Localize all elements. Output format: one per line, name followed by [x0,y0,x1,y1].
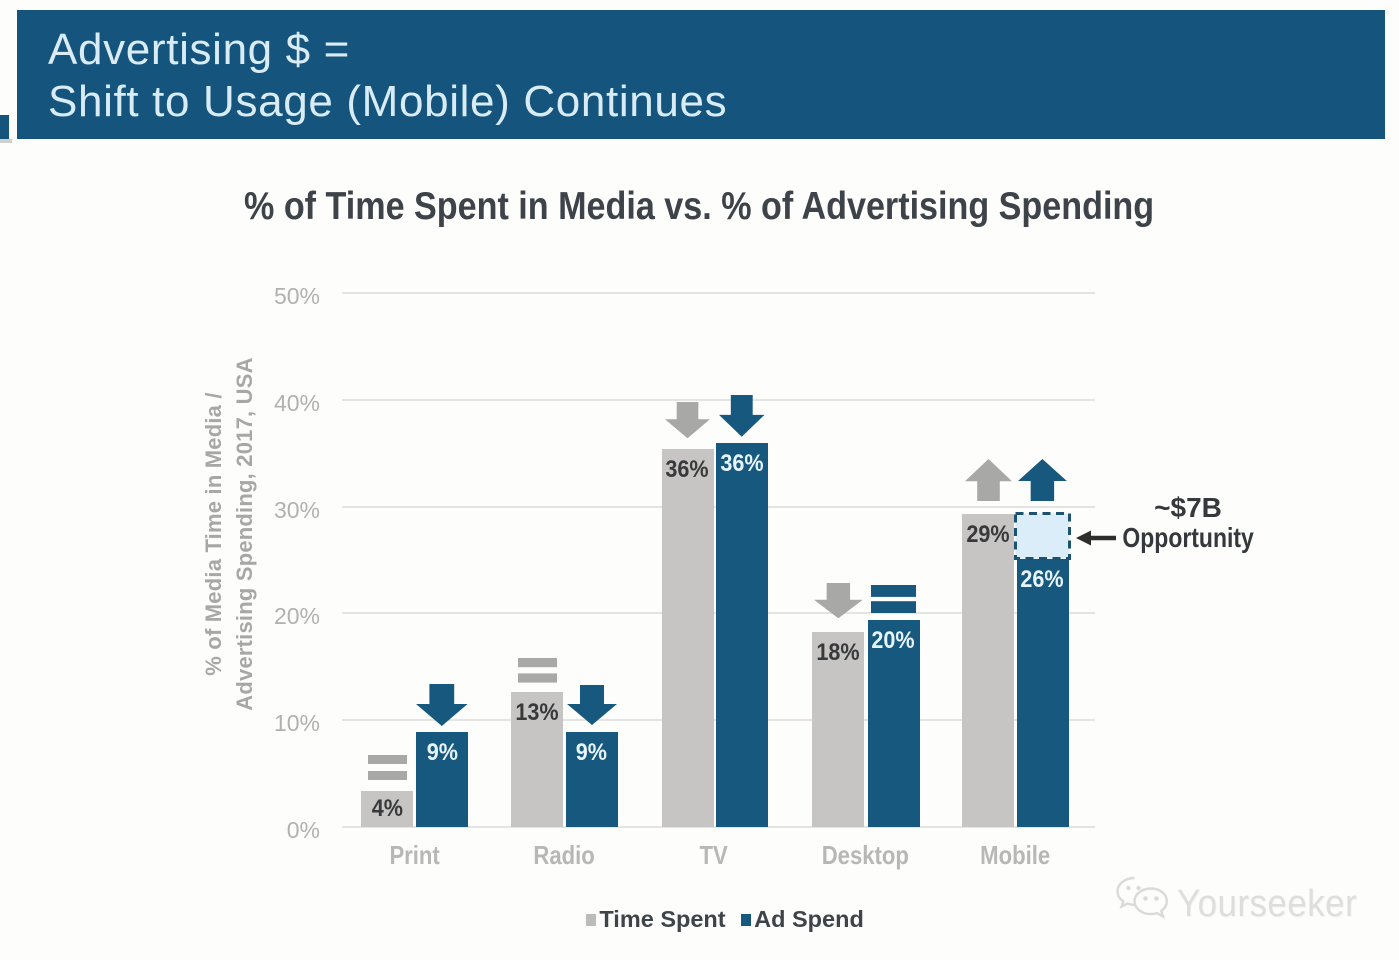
trend-marker-down-time-spent-desktop [813,583,863,619]
gridline-0% [342,826,1095,828]
header-title-line2: Shift to Usage (Mobile) Continues [48,77,728,126]
bar-ad-spend-tv [716,443,768,827]
watermark-text: Yourseeker [1177,882,1397,926]
bar-value-label-time-spent-tv: 36% [665,455,710,483]
category-label-tv: TV [699,839,728,870]
bar-ad-spend-mobile [1016,558,1069,827]
trend-marker-flat-time-spent-print [367,754,407,780]
bar-time-spent-tv [661,448,714,827]
watermark-label: Yourseeker [1177,883,1358,925]
bar-value-label-ad-spend-print: 9% [426,738,458,766]
chart-title: % of Time Spent in Media vs. % of Advert… [0,186,1399,228]
y-tick-label-0%: 0% [286,817,320,843]
bar-value-label-ad-spend-mobile: 26% [1020,565,1065,593]
wechat-icon [1116,876,1169,919]
trend-marker-up-ad-spend-mobile [1018,459,1067,501]
bar-time-spent-print [361,790,413,827]
category-label-radio: Radio [533,839,596,870]
annotation-arrow-icon [1076,530,1116,546]
trend-marker-down-time-spent-tv [665,401,710,438]
chart-title-text: % of Time Spent in Media vs. % of Advert… [244,185,1155,228]
trend-marker-flat-time-spent-radio [517,658,557,683]
gridline-40% [342,398,1095,401]
bar-value-label-ad-spend-radio: 9% [575,739,608,766]
bar-value-label-time-spent-desktop: 18% [816,639,860,666]
left-edge-fragment-small [0,139,12,143]
opportunity-annotation-line1: ~$7B [1154,492,1222,523]
category-label-desktop: Desktop [821,839,910,870]
trend-marker-down-ad-spend-print [416,683,468,726]
bar-time-spent-desktop [812,632,864,827]
y-tick-label-10%: 10% [273,710,320,737]
y-tick-label-40%: 40% [273,389,320,416]
y-axis-title-line1: % of Media Time in Media / [201,392,226,676]
header-banner: Advertising $ = Shift to Usage (Mobile) … [17,10,1385,139]
bar-time-spent-radio [511,691,563,827]
legend-swatch-time-spent [586,914,596,926]
legend-swatch-ad-spend [741,914,751,926]
trend-marker-down-ad-spend-radio [566,685,617,725]
left-edge-fragment [0,115,9,139]
legend-label-time-spent: Time Spent [599,906,726,932]
category-label-print: Print [389,839,441,870]
legend-label-ad-spend: Ad Spend [754,906,864,932]
bar-ad-spend-radio [565,732,618,827]
y-tick-label-50%: 50% [273,283,320,309]
bar-value-label-ad-spend-desktop: 20% [871,626,916,654]
header-title-line1: Advertising $ = [48,25,351,74]
bar-value-label-time-spent-print: 4% [371,794,403,822]
opportunity-annotation: ~$7B Opportunity [1102,493,1274,553]
y-tick-label-30%: 30% [273,496,320,523]
trend-marker-down-ad-spend-tv [719,395,765,437]
bar-ad-spend-print [416,731,468,827]
bar-ad-spend-desktop [867,619,920,827]
bar-value-label-ad-spend-tv: 36% [720,450,764,477]
category-label-mobile: Mobile [980,839,1051,870]
trend-marker-up-time-spent-mobile [964,458,1012,501]
gridline-50% [342,292,1095,294]
bar-value-label-time-spent-radio: 13% [515,698,559,726]
header-title: Advertising $ = Shift to Usage (Mobile) … [48,24,727,128]
bar-time-spent-mobile [962,513,1014,827]
opportunity-box [1014,512,1071,560]
y-tick-label-20%: 20% [273,603,320,630]
bar-value-label-time-spent-mobile: 29% [966,520,1010,548]
trend-marker-flat-ad-spend-desktop [870,584,917,613]
opportunity-annotation-line2: Opportunity [1122,522,1254,553]
